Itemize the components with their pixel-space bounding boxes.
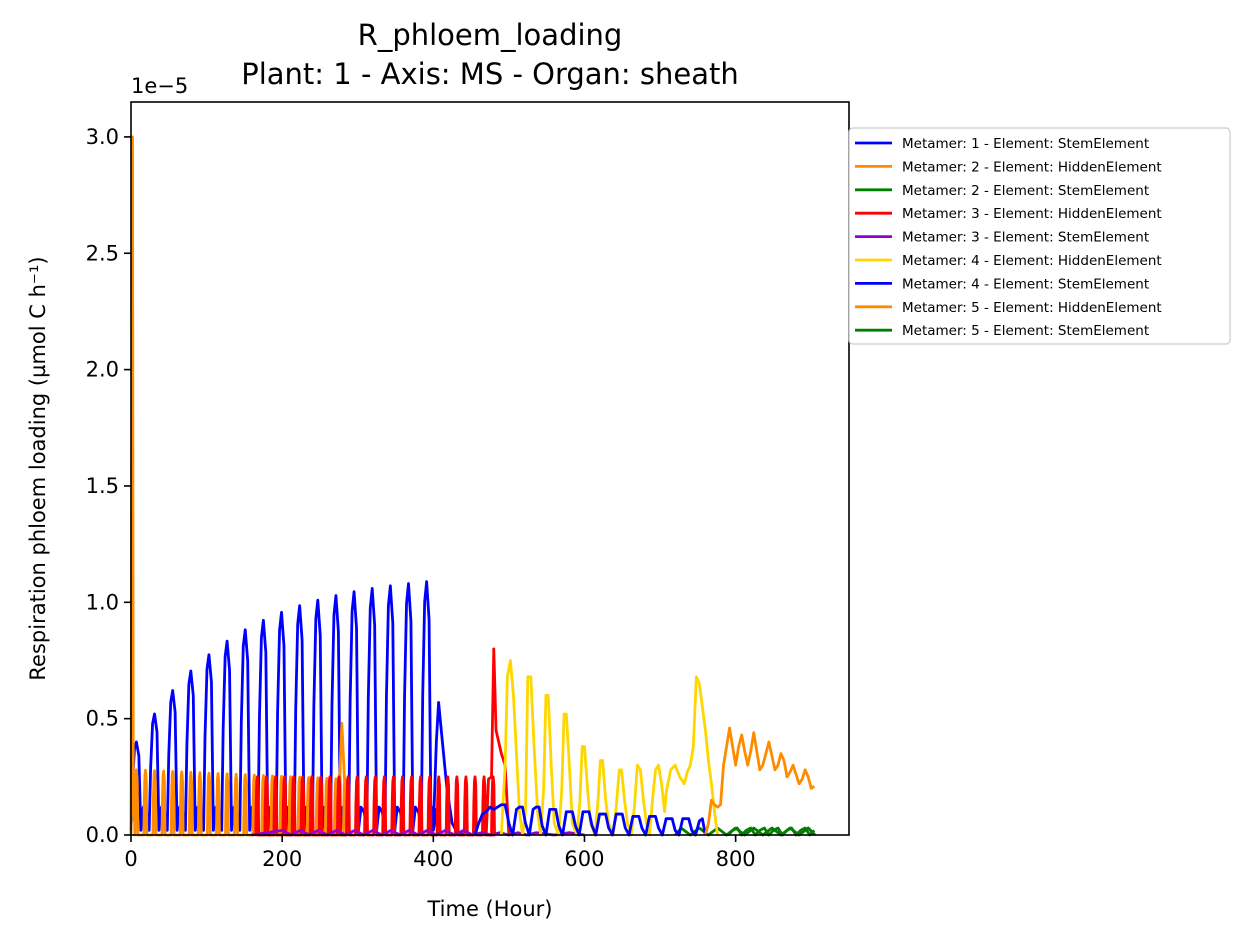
series-line-4 bbox=[254, 647, 511, 837]
y-tick-label: 1.5 bbox=[86, 474, 119, 498]
legend-label: Metamer: 4 - Element: StemElement bbox=[902, 276, 1149, 292]
x-axis: 0 200 400 600 800 bbox=[124, 835, 756, 871]
legend-label: Metamer: 2 - Element: HiddenElement bbox=[902, 159, 1162, 175]
chart-subtitle: Plant: 1 - Axis: MS - Organ: sheath bbox=[241, 57, 739, 91]
y-tick-label: 2.0 bbox=[86, 358, 119, 382]
y-offset-label: 1e−5 bbox=[131, 74, 188, 98]
legend-label: Metamer: 3 - Element: HiddenElement bbox=[902, 206, 1162, 222]
x-tick-label: 600 bbox=[564, 847, 604, 871]
chart-title: R_phloem_loading bbox=[358, 18, 623, 52]
legend: Metamer: 1 - Element: StemElement Metamer… bbox=[848, 127, 1231, 345]
legend-box bbox=[848, 127, 1231, 345]
x-tick-label: 200 bbox=[262, 847, 302, 871]
y-tick-label: 2.5 bbox=[86, 241, 119, 265]
legend-label: Metamer: 1 - Element: StemElement bbox=[902, 136, 1149, 152]
x-tick-label: 400 bbox=[413, 847, 453, 871]
y-tick-label: 0.0 bbox=[86, 823, 119, 847]
series-line-6 bbox=[499, 659, 719, 837]
series-line-7 bbox=[473, 803, 707, 837]
axes-frame bbox=[130, 101, 850, 836]
legend-label: Metamer: 3 - Element: StemElement bbox=[902, 230, 1149, 246]
x-axis-label: Time (Hour) bbox=[426, 897, 552, 921]
x-tick-label: 800 bbox=[716, 847, 756, 871]
y-tick-label: 0.5 bbox=[86, 707, 119, 731]
legend-label: Metamer: 5 - Element: HiddenElement bbox=[902, 300, 1162, 316]
y-tick-label: 1.0 bbox=[86, 590, 119, 614]
y-tick-label: 3.0 bbox=[86, 125, 119, 149]
y-axis: 0.0 0.5 1.0 1.5 2.0 2.5 3.0 bbox=[86, 125, 131, 847]
y-axis-label: Respiration phloem loading (µmol C h⁻¹) bbox=[26, 256, 50, 680]
series-line-8 bbox=[704, 726, 816, 836]
legend-label: Metamer: 4 - Element: HiddenElement bbox=[902, 253, 1162, 269]
x-tick-label: 0 bbox=[124, 847, 137, 871]
legend-label: Metamer: 2 - Element: StemElement bbox=[902, 183, 1149, 199]
plot-area bbox=[129, 135, 816, 837]
legend-label: Metamer: 5 - Element: StemElement bbox=[902, 323, 1149, 339]
